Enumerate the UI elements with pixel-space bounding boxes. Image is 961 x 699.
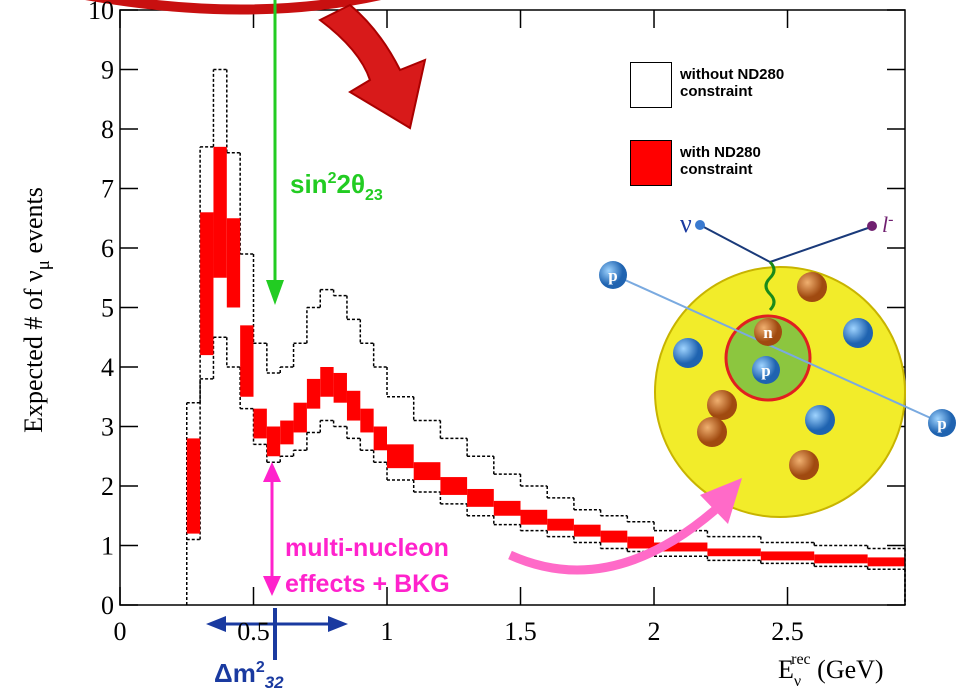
x-tick-label: 1 (381, 617, 394, 646)
nucleon-label: multi-nucleon (285, 534, 449, 562)
x-tick-label: 1.5 (504, 617, 537, 646)
band-bin (707, 548, 760, 556)
x-tick-label: 0.5 (237, 617, 270, 646)
band-bin (814, 554, 867, 563)
lepton-label: l- (882, 211, 893, 237)
sup: 2 (256, 659, 265, 676)
legend-swatch (630, 62, 672, 108)
y-tick-label: 3 (101, 413, 114, 442)
txt: 2θ (336, 169, 365, 199)
neutrino-dot (695, 220, 705, 230)
proton-label: p (761, 361, 770, 380)
band-bin (240, 325, 253, 396)
band-bin (761, 551, 814, 560)
nucleon (805, 405, 835, 435)
band-bin (374, 427, 387, 451)
proton-label: p (937, 414, 946, 433)
legend-label: with ND280 constraint (680, 144, 805, 178)
magenta-arrow-head (263, 462, 281, 482)
sup: rec (791, 651, 811, 668)
band-bin (267, 427, 280, 457)
nucleon-label: effects + BKG (285, 570, 450, 598)
txt: sin (290, 169, 328, 199)
green-arrow-head (266, 280, 284, 305)
txt: Expected # of ν (19, 270, 48, 433)
mass-label: Δm232 (214, 658, 284, 692)
lepton-dot (867, 221, 877, 231)
band-bin (360, 409, 373, 433)
nucleon (789, 450, 819, 480)
red-arc (80, 0, 385, 10)
neutron-label: n (763, 323, 773, 342)
sub: 32 (265, 673, 284, 692)
y-tick-label: 4 (101, 353, 114, 382)
y-tick-label: 7 (101, 175, 114, 204)
band-bin (334, 373, 347, 403)
band-bin (440, 477, 467, 495)
y-tick-label: 10 (88, 0, 114, 25)
y-tick-label: 8 (101, 115, 114, 144)
chart: n p p p ν l- sin22θ23 Δm232 multi-nucleo… (0, 0, 961, 699)
proton-label: p (608, 266, 617, 285)
txt: Δm (214, 658, 256, 688)
legend-swatch (630, 140, 672, 186)
x-tick-label: 2.5 (771, 617, 804, 646)
band-bin (307, 379, 320, 409)
band-bin (574, 525, 601, 537)
blue-arrow-head (328, 616, 348, 632)
txt: (GeV) (811, 655, 884, 684)
neutrino-label: ν (680, 209, 692, 238)
lepton-line (770, 228, 868, 262)
band-bin (521, 510, 548, 525)
y-tick-label: 0 (101, 591, 114, 620)
band-bin (627, 537, 654, 549)
band-bin (414, 462, 441, 480)
band-bin (280, 421, 293, 445)
lepton-charge: - (888, 211, 893, 228)
sub: 23 (365, 187, 383, 204)
x-tick-label: 0 (114, 617, 127, 646)
legend-label: without ND280 constraint (680, 66, 805, 100)
y-tick-label: 2 (101, 472, 114, 501)
sub: ν (794, 673, 801, 690)
nucleon (707, 390, 737, 420)
neutrino-line (700, 225, 770, 262)
band-bin (227, 218, 240, 307)
band-bin (320, 367, 333, 397)
band-bin (494, 501, 521, 516)
band-bin (601, 531, 628, 543)
y-tick-label: 6 (101, 234, 114, 263)
y-tick-label: 9 (101, 56, 114, 85)
band-bin (254, 409, 267, 439)
band-bin (467, 489, 494, 507)
y-tick-label: 5 (101, 294, 114, 323)
mixing-label: sin22θ23 (290, 169, 383, 204)
band-bin (868, 557, 905, 566)
nucleus-diagram: n p p p ν l- (599, 209, 956, 517)
nucleon (697, 417, 727, 447)
band-bin (200, 212, 213, 355)
page: n p p p ν l- sin22θ23 Δm232 multi-nucleo… (0, 0, 961, 699)
band-bin (187, 438, 200, 533)
sup: 2 (328, 170, 337, 187)
nucleon (673, 338, 703, 368)
nucleon (843, 318, 873, 348)
red-arrow (320, 5, 425, 128)
magenta-arrow-head (263, 576, 281, 596)
band-bin (294, 403, 307, 433)
nucleon (797, 272, 827, 302)
y-tick-label: 1 (101, 532, 114, 561)
band-bin (547, 519, 574, 531)
band-bin (347, 391, 360, 421)
sub: μ (33, 260, 54, 270)
txt: events (19, 187, 48, 260)
band-bin (213, 147, 226, 278)
blue-arrow-head (206, 616, 226, 632)
y-axis-label: Expected # of νμ events (19, 187, 54, 433)
x-tick-label: 2 (648, 617, 661, 646)
band-bin (387, 444, 414, 468)
x-axis-label: Eνrec (GeV) (778, 651, 884, 690)
